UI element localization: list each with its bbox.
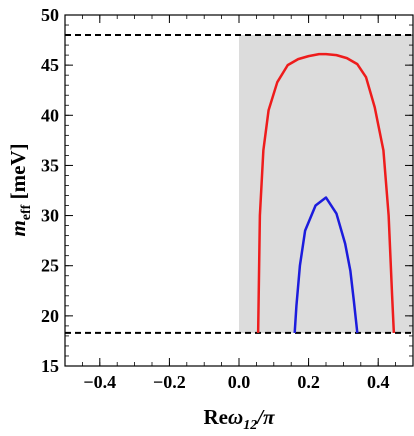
y-axis-label: meff [meV] xyxy=(6,143,34,236)
x-tick-label: 0.4 xyxy=(367,372,390,392)
y-tick-label: 20 xyxy=(41,306,59,326)
x-tick-label: −0.4 xyxy=(83,372,116,392)
x-tick-label: 0.2 xyxy=(297,372,320,392)
x-tick-label: −0.2 xyxy=(153,372,186,392)
y-axis-ticks: 15 20 25 30 35 40 45 50 xyxy=(41,5,413,376)
x-axis-label: Reω12/π xyxy=(204,405,276,433)
y-tick-label: 35 xyxy=(41,155,59,175)
x-axis-ticks: −0.4 −0.2 0.0 0.2 0.4 xyxy=(64,15,414,392)
series-line-1 xyxy=(293,196,359,334)
y-tick-label: 15 xyxy=(41,356,59,376)
x-tick-label: 0.0 xyxy=(228,372,251,392)
y-tick-label: 50 xyxy=(41,5,59,25)
series-group xyxy=(256,52,396,334)
boundary-lines xyxy=(65,34,413,334)
y-tick-label: 45 xyxy=(41,55,59,75)
y-tick-label: 30 xyxy=(41,206,59,226)
y-tick-label: 25 xyxy=(41,256,59,276)
shaded-region xyxy=(239,35,413,333)
series-line-0 xyxy=(256,52,396,333)
y-tick-label: 40 xyxy=(41,105,59,125)
